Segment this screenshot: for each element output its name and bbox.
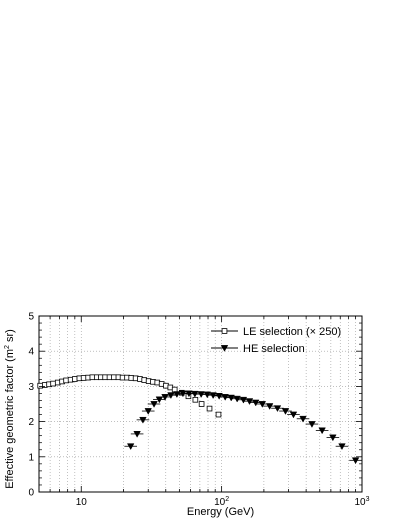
legend: LE selection (× 250) HE selection [211, 326, 341, 355]
legend-entry: HE selection [211, 343, 305, 355]
data-point-square [215, 411, 222, 418]
legend-label: LE selection (× 250) [243, 326, 341, 338]
data-point-triangle [173, 391, 181, 398]
legend-entry: LE selection (× 250) [211, 326, 341, 338]
data-point-triangle [150, 401, 158, 408]
data-point-triangle [245, 398, 254, 405]
data-point-triangle [281, 408, 290, 415]
x-tick-label: 10 [76, 497, 88, 508]
data-point-triangle [161, 394, 169, 401]
y-axis-label-main: Effective geometric factor (m [4, 349, 16, 489]
y-tick-label: 4 [28, 347, 34, 358]
data-point-square [50, 380, 56, 387]
data-point-triangle [233, 395, 241, 403]
data-point-square [80, 375, 87, 381]
data-point-triangle [265, 403, 274, 410]
data-point-triangle [139, 416, 147, 424]
data-point-triangle [252, 399, 260, 407]
data-point-triangle [351, 457, 360, 465]
x-tick-label: 103 [354, 496, 369, 508]
series-layer [37, 374, 362, 465]
data-point-square [171, 386, 178, 393]
x-tick-label-exponent: 3 [366, 496, 370, 503]
y-axis-label: Effective geometric factor (m2 sr) [4, 329, 16, 489]
x-axis-label: Energy (GeV) [187, 506, 254, 518]
x-tick-label: 102 [214, 496, 229, 508]
y-tick-label: 3 [28, 382, 34, 393]
data-point-triangle [338, 443, 346, 451]
x-tick-label-base: 10 [354, 497, 366, 508]
y-axis-label-sup: 2 [4, 345, 11, 349]
y-tick-label: 2 [28, 417, 34, 428]
y-axis-label-unit: sr) [4, 329, 16, 345]
data-point-triangle [126, 443, 135, 451]
y-tick-label: 0 [28, 488, 34, 499]
data-point-square [198, 401, 205, 407]
data-point-square [63, 377, 69, 384]
data-point-triangle [329, 434, 337, 442]
data-point-square [72, 376, 78, 382]
data-point-triangle [318, 427, 326, 435]
x-tick-label-exponent: 2 [225, 496, 229, 503]
data-point-triangle [133, 431, 141, 438]
data-point-triangle [289, 411, 298, 419]
plot-border [38, 315, 363, 493]
legend-marker [221, 328, 228, 334]
data-point-triangle [227, 394, 235, 402]
data-point-square [192, 396, 199, 403]
data-point-triangle [258, 401, 267, 408]
data-point-triangle [299, 415, 307, 423]
data-point-triangle [215, 393, 223, 400]
series-le-selection [37, 374, 222, 418]
data-point-triangle [308, 421, 316, 428]
data-point-triangle [273, 405, 282, 413]
series-he-selection [124, 390, 362, 465]
legend-label: HE selection [243, 343, 305, 355]
x-tick-label-base: 10 [76, 497, 88, 508]
plot-frame [38, 315, 363, 493]
y-tick-label: 5 [28, 312, 34, 323]
x-tick-label-base: 10 [214, 497, 226, 508]
data-point-square [37, 382, 44, 389]
data-point-square [206, 405, 213, 412]
data-point-triangle [144, 408, 152, 415]
legend-marker [220, 345, 229, 352]
y-tick-label: 1 [28, 452, 34, 463]
data-point-triangle [239, 396, 248, 404]
